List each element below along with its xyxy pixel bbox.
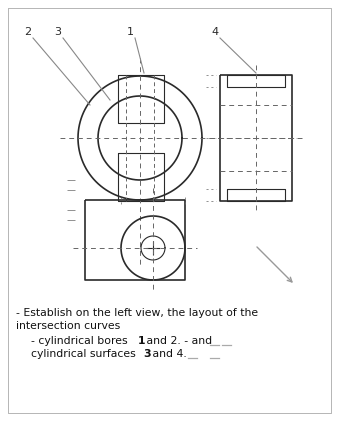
- Text: and 2. - and: and 2. - and: [143, 336, 212, 346]
- Text: 4: 4: [212, 27, 219, 37]
- Text: 1: 1: [126, 27, 134, 37]
- Text: 1: 1: [138, 336, 145, 346]
- Text: - Establish on the left view, the layout of the: - Establish on the left view, the layout…: [16, 308, 258, 318]
- Text: cylindrical surfaces: cylindrical surfaces: [24, 349, 139, 359]
- Text: and 4.: and 4.: [149, 349, 187, 359]
- Text: 2: 2: [24, 27, 32, 37]
- Text: 3: 3: [55, 27, 61, 37]
- Text: intersection curves: intersection curves: [16, 321, 120, 331]
- Text: - cylindrical bores: - cylindrical bores: [24, 336, 131, 346]
- Text: 3: 3: [143, 349, 151, 359]
